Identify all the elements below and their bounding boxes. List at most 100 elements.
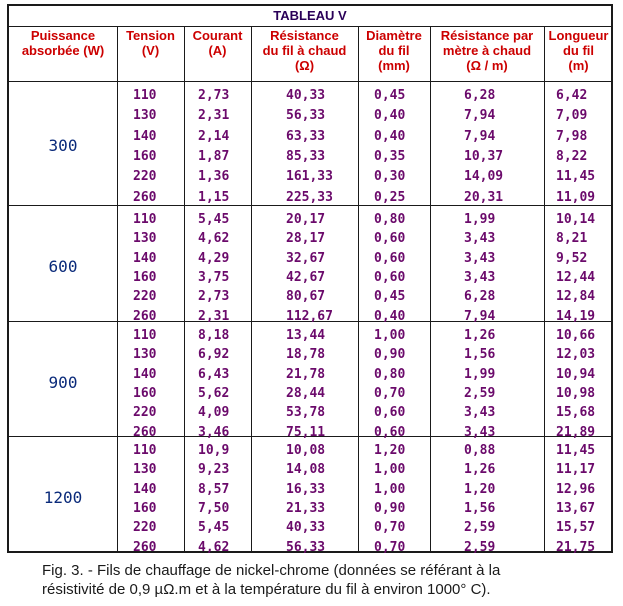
tension-cell: 140	[133, 481, 157, 497]
resistance-par-metre-cell: 1,20	[464, 481, 496, 497]
power-value: 900	[48, 373, 78, 393]
resistance-par-metre-cell: 3,43	[464, 424, 496, 440]
header-line: Puissance	[30, 28, 96, 43]
resistance-cell: 10,08	[286, 443, 326, 458]
resistance-cell: 112,67	[286, 308, 333, 324]
resistance-cell: 56,33	[286, 539, 326, 555]
longueur-cell: 12,96	[556, 481, 596, 497]
header-line: (Ω)	[294, 58, 315, 73]
resistance-par-metre-cell: 1,56	[464, 500, 496, 516]
diametre-cell: 0,70	[374, 539, 406, 555]
courant-cell: 2,14	[198, 128, 230, 144]
resistance-par-metre-cell: 10,37	[464, 148, 504, 164]
longueur-cell: 11,17	[556, 462, 596, 478]
longueur-cell: 7,98	[556, 128, 588, 144]
header-longueur: Longueur du fil (m)	[544, 28, 613, 73]
longueur-cell: 11,45	[556, 443, 596, 458]
resistance-par-metre-cell: 2,59	[464, 539, 496, 555]
diametre-cell: 0,70	[374, 520, 406, 536]
resistance-cell: 40,33	[286, 88, 326, 103]
figure-caption: Fig. 3. - Fils de chauffage de nickel-ch…	[42, 561, 612, 599]
courant-cell: 4,29	[198, 250, 230, 266]
courant-cell: 3,75	[198, 269, 230, 285]
header-line: mètre à chaud	[442, 43, 532, 58]
resistance-par-metre-cell: 1,99	[464, 212, 496, 227]
column-divider	[251, 26, 252, 551]
diametre-cell: 1,00	[374, 462, 406, 478]
resistance-cell: 42,67	[286, 269, 326, 285]
group-divider	[9, 205, 611, 206]
diametre-cell: 0,30	[374, 169, 406, 185]
courant-cell: 2,31	[198, 308, 230, 324]
caption-line: Fig. 3. - Fils de chauffage de nickel-ch…	[42, 562, 501, 579]
diametre-cell: 1,00	[374, 328, 406, 343]
header-diametre: Diamètre du fil (mm)	[358, 28, 430, 73]
power-value: 300	[48, 135, 78, 155]
resistance-par-metre-cell: 3,43	[464, 250, 496, 266]
tension-cell: 110	[133, 212, 157, 227]
resistance-par-metre-cell: 1,56	[464, 347, 496, 363]
longueur-cell: 15,57	[556, 520, 596, 536]
courant-cell: 2,73	[198, 289, 230, 305]
resistance-cell: 85,33	[286, 148, 326, 164]
resistance-par-metre-cell: 3,43	[464, 405, 496, 421]
tension-cell: 260	[133, 539, 157, 555]
group-divider	[9, 436, 611, 437]
diametre-cell: 1,20	[374, 443, 406, 458]
column-divider	[430, 26, 431, 551]
courant-cell: 4,09	[198, 405, 230, 421]
longueur-cell: 14,19	[556, 308, 596, 324]
resistance-cell: 18,78	[286, 347, 326, 363]
diametre-cell: 0,60	[374, 405, 406, 421]
diametre-cell: 0,60	[374, 269, 406, 285]
diametre-cell: 0,35	[374, 148, 406, 164]
diametre-cell: 0,40	[374, 108, 406, 124]
header-line: Résistance par	[440, 28, 534, 43]
longueur-cell: 10,94	[556, 366, 596, 382]
resistance-par-metre-cell: 3,43	[464, 231, 496, 247]
diametre-cell: 0,90	[374, 500, 406, 516]
resistance-cell: 21,78	[286, 366, 326, 382]
caption-line: résistivité de 0,9 µΩ.m et à la températ…	[42, 581, 491, 598]
resistance-par-metre-cell: 1,26	[464, 328, 496, 343]
resistance-par-metre-cell: 7,94	[464, 128, 496, 144]
tension-cell: 260	[133, 424, 157, 440]
courant-cell: 9,23	[198, 462, 230, 478]
resistance-cell: 53,78	[286, 405, 326, 421]
resistance-cell: 75,11	[286, 424, 326, 440]
resistance-cell: 161,33	[286, 169, 333, 185]
resistance-par-metre-cell: 14,09	[464, 169, 504, 185]
resistance-par-metre-cell: 0,88	[464, 443, 496, 458]
courant-cell: 8,18	[198, 328, 230, 343]
longueur-cell: 6,42	[556, 88, 588, 103]
tension-cell: 220	[133, 289, 157, 305]
longueur-cell: 8,21	[556, 231, 588, 247]
header-divider	[9, 81, 611, 82]
longueur-cell: 10,66	[556, 328, 596, 343]
header-line: (mm)	[378, 58, 410, 73]
diametre-cell: 0,80	[374, 212, 406, 227]
diametre-cell: 0,80	[374, 366, 406, 382]
tension-cell: 160	[133, 269, 157, 285]
tension-cell: 260	[133, 308, 157, 324]
longueur-cell: 12,84	[556, 289, 596, 305]
courant-cell: 1,87	[198, 148, 230, 164]
header-line: (V)	[141, 43, 160, 58]
diametre-cell: 0,45	[374, 88, 406, 103]
resistance-cell: 80,67	[286, 289, 326, 305]
longueur-cell: 13,67	[556, 500, 596, 516]
tension-cell: 160	[133, 385, 157, 401]
column-divider	[184, 26, 185, 551]
resistance-cell: 16,33	[286, 481, 326, 497]
header-line: du fil	[562, 43, 595, 58]
resistance-par-metre-cell: 2,59	[464, 520, 496, 536]
courant-cell: 8,57	[198, 481, 230, 497]
header-line: Longueur	[548, 28, 609, 43]
courant-cell: 2,31	[198, 108, 230, 124]
courant-cell: 4,62	[198, 539, 230, 555]
tension-cell: 140	[133, 250, 157, 266]
longueur-cell: 10,98	[556, 385, 596, 401]
header-tension: Tension (V)	[117, 28, 184, 58]
resistance-par-metre-cell: 1,26	[464, 462, 496, 478]
diametre-cell: 0,40	[374, 128, 406, 144]
